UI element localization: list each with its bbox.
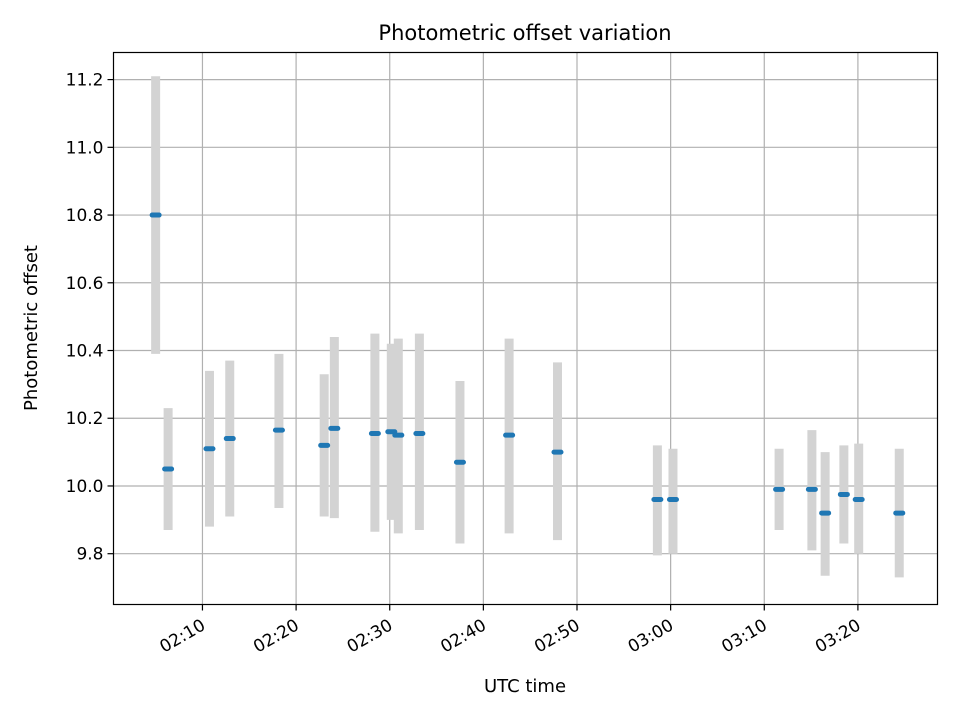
y-tick-label: 11.0 [66,138,104,158]
y-tick-label: 10.4 [66,342,104,362]
grid-lines [113,52,938,605]
y-tick-label: 10.8 [66,206,104,226]
y-axis-label: Photometric offset [21,245,42,411]
y-tick-label: 10.6 [66,274,104,294]
chart-title: Photometric offset variation [378,21,671,45]
y-tick-label: 9.8 [76,545,103,565]
y-tick-label: 10.0 [66,477,104,497]
plot-frame [112,51,939,606]
y-tick-label: 11.2 [66,71,104,91]
plot-marks [149,76,906,578]
y-tick-label: 10.2 [66,409,104,429]
x-axis-label: UTC time [484,676,566,697]
